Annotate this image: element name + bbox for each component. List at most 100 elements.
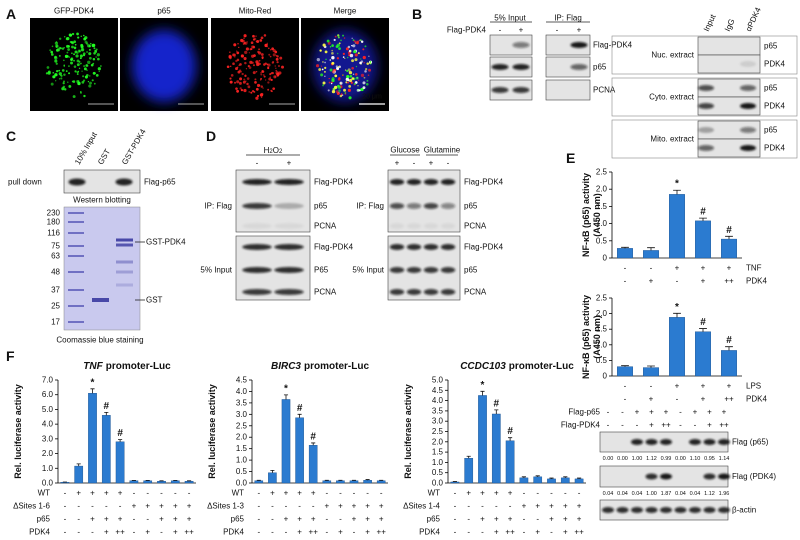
- blot-band: [616, 507, 629, 513]
- bar: [643, 367, 660, 377]
- stain-dot: [344, 57, 346, 60]
- condition-sign: -: [133, 489, 136, 498]
- blot-band: [423, 289, 439, 295]
- y-tick-label: 0.0: [42, 479, 54, 488]
- stain-dot: [99, 65, 102, 67]
- densitometry-value: 1.00: [632, 456, 643, 462]
- condition-sign: +: [297, 489, 302, 498]
- blot-band: [423, 223, 439, 229]
- label: +: [664, 408, 669, 417]
- stain-dot: [71, 45, 74, 49]
- stain-dot: [60, 74, 63, 77]
- stain-dot: [47, 71, 51, 75]
- error-bar: [508, 437, 513, 441]
- stain-dot: [331, 56, 335, 60]
- panel-label: C: [6, 128, 16, 144]
- bar: [281, 399, 291, 484]
- stain-dot: [329, 68, 333, 72]
- stain-dot: [70, 61, 74, 65]
- blot-band: [718, 473, 730, 480]
- label: Glutamine: [424, 146, 461, 155]
- significance-mark: #: [297, 403, 303, 414]
- condition-sign: +: [494, 489, 499, 498]
- stain-dot: [335, 65, 338, 68]
- blot-membrane: [545, 34, 591, 56]
- cell-stain: [132, 30, 196, 102]
- condition-sign: -: [285, 502, 288, 511]
- cell-stain: [313, 30, 377, 102]
- stain-dot: [322, 84, 325, 87]
- stain-dot: [230, 74, 234, 77]
- blot-band: [242, 244, 272, 250]
- label: IgG: [723, 17, 737, 33]
- blot-band: [389, 223, 405, 229]
- blot-band: [660, 439, 672, 445]
- label: +: [707, 421, 712, 430]
- densitometry-value: 1.96: [719, 491, 730, 497]
- condition-label: PDK4: [746, 277, 767, 286]
- condition-sign: +: [145, 502, 150, 511]
- stain-dot: [258, 59, 261, 62]
- label: +: [577, 26, 582, 35]
- stain-dot: [82, 75, 85, 78]
- stain-dot: [254, 80, 257, 84]
- densitometry-value: 0.99: [661, 456, 672, 462]
- stain-dot: [276, 61, 279, 64]
- y-tick-label: 2.5: [236, 421, 248, 430]
- stain-dot: [367, 74, 370, 77]
- stain-dot: [248, 52, 250, 54]
- stain-dot: [329, 46, 332, 48]
- blot-band: [512, 87, 530, 93]
- significance-mark: #: [700, 317, 706, 328]
- blot-membrane: [545, 56, 591, 78]
- blot-band: [274, 244, 304, 250]
- stain-dot: [279, 56, 283, 60]
- bar: [450, 481, 460, 484]
- title-text: promoter-Luc: [304, 361, 369, 372]
- stain-dot: [61, 47, 65, 50]
- error-bar: [577, 477, 582, 479]
- stain-dot: [347, 45, 351, 49]
- y-tick-label: 2.0: [596, 309, 608, 318]
- densitometry-value: 0.04: [632, 491, 643, 497]
- label: Cyto. extract: [649, 93, 695, 102]
- blot-band: [698, 103, 714, 109]
- channel-title: Merge: [334, 7, 357, 16]
- condition-sign: -: [353, 528, 356, 537]
- stain-dot: [256, 94, 260, 98]
- condition-sign: -: [257, 489, 260, 498]
- stain-dot: [276, 72, 280, 77]
- y-tick-label: 1.0: [42, 464, 54, 473]
- blot-band: [423, 244, 439, 250]
- label: 180: [47, 218, 61, 227]
- stain-dot: [334, 35, 337, 38]
- y-tick-label: 2.0: [432, 437, 444, 446]
- label: Flag-PDK4: [464, 243, 504, 252]
- label: +: [722, 408, 727, 417]
- significance-mark: #: [310, 431, 316, 442]
- error-bar: [270, 470, 275, 473]
- label: ++: [661, 421, 671, 430]
- bar: [695, 220, 712, 259]
- condition-sign: +: [480, 515, 485, 524]
- y-tick-label: 4.0: [432, 396, 444, 405]
- stain-dot: [275, 67, 277, 69]
- stain-dot: [80, 48, 85, 52]
- stain-dot: [273, 75, 277, 79]
- densitometry-value: 1.87: [661, 491, 672, 497]
- stain-dot: [74, 50, 78, 54]
- condition-sign: -: [91, 528, 94, 537]
- condition-sign: +: [104, 489, 109, 498]
- bar: [519, 477, 529, 484]
- blot-membrane: [545, 79, 591, 101]
- condition-sign: +: [159, 502, 164, 511]
- channel-title: GFP-PDK4: [54, 7, 95, 16]
- stain-dot: [61, 87, 65, 91]
- blot-band: [242, 203, 272, 209]
- significance-mark: *: [91, 377, 95, 388]
- condition-label: ΔSites 1-4: [403, 502, 440, 511]
- stain-dot: [267, 81, 270, 84]
- condition-sign: +: [173, 515, 178, 524]
- gel: [63, 206, 141, 331]
- condition-sign: +: [324, 502, 329, 511]
